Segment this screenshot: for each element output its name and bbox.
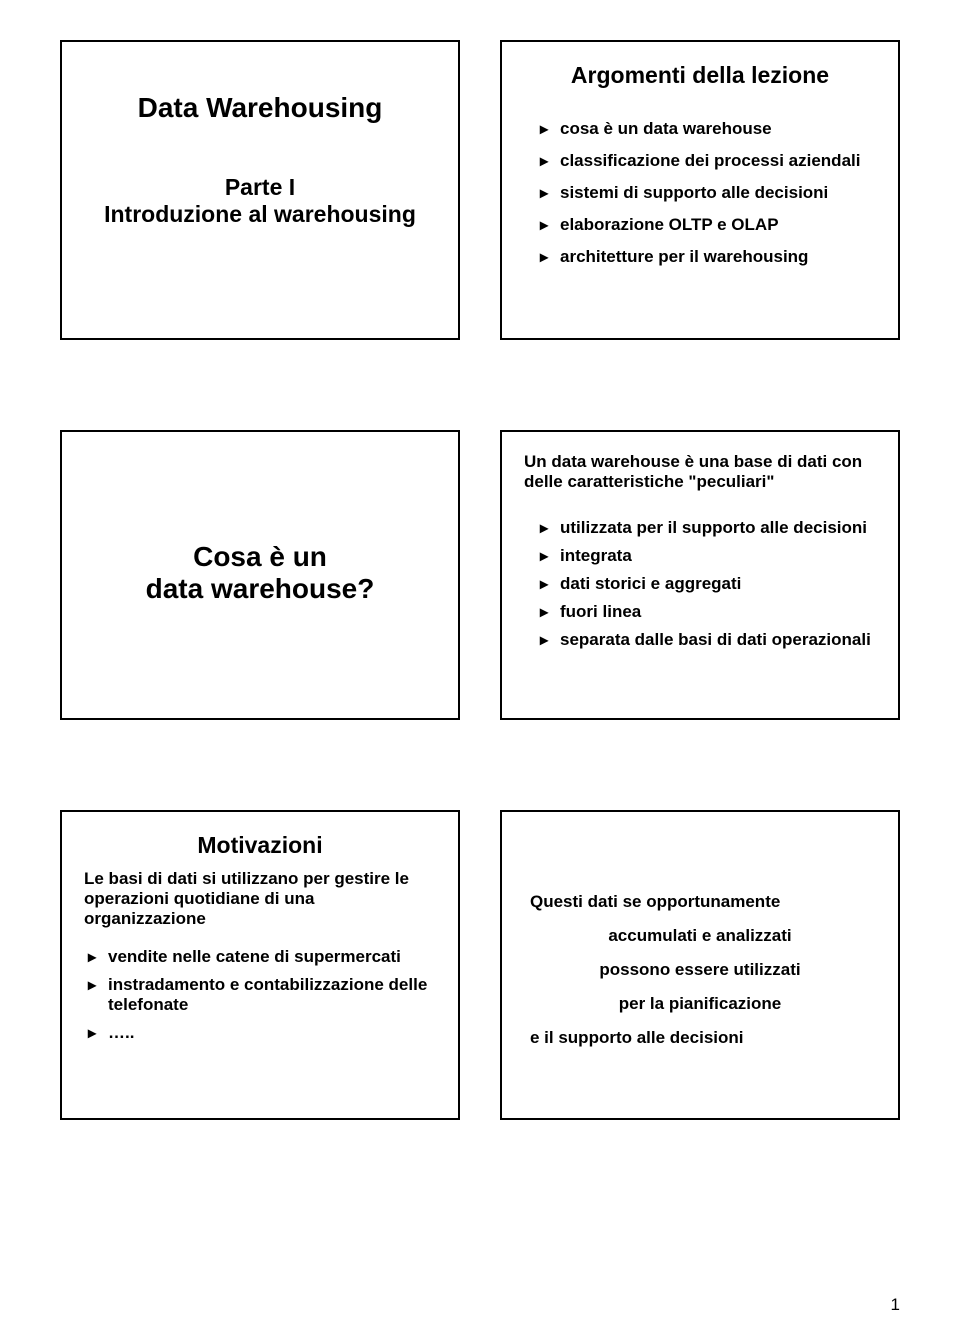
- slide3-line2: data warehouse?: [84, 573, 436, 605]
- slide-6: Questi dati se opportunamente accumulati…: [500, 810, 900, 1120]
- list-item: architetture per il warehousing: [540, 247, 876, 267]
- slide4-list: utilizzata per il supporto alle decision…: [536, 510, 876, 650]
- slide1-title: Data Warehousing: [84, 92, 436, 124]
- slide6-l2: accumulati e analizzati: [524, 926, 876, 946]
- list-item: cosa è un data warehouse: [540, 119, 876, 139]
- slide-4: Un data warehouse è una base di dati con…: [500, 430, 900, 720]
- slide5-list: vendite nelle catene di supermercati ins…: [84, 939, 436, 1043]
- slide6-l5: e il supporto alle decisioni: [530, 1028, 876, 1048]
- slide1-sub1: Parte I: [84, 174, 436, 201]
- list-item: instradamento e contabilizzazione delle …: [88, 975, 436, 1015]
- slide-2: Argomenti della lezione cosa è un data w…: [500, 40, 900, 340]
- list-item: dati storici e aggregati: [540, 574, 876, 594]
- list-item: sistemi di supporto alle decisioni: [540, 183, 876, 203]
- slide6-l3: possono essere utilizzati: [524, 960, 876, 980]
- slide-5: Motivazioni Le basi di dati si utilizzan…: [60, 810, 460, 1120]
- slide2-list: cosa è un data warehouse classificazione…: [536, 107, 876, 267]
- slide5-title: Motivazioni: [84, 832, 436, 859]
- list-item: elaborazione OLTP e OLAP: [540, 215, 876, 235]
- list-item: integrata: [540, 546, 876, 566]
- slide6-l1: Questi dati se opportunamente: [530, 892, 876, 912]
- list-item: separata dalle basi di dati operazionali: [540, 630, 876, 650]
- slide-1: Data Warehousing Parte I Introduzione al…: [60, 40, 460, 340]
- slide4-intro: Un data warehouse è una base di dati con…: [524, 452, 876, 492]
- slide3-line1: Cosa è un: [84, 541, 436, 573]
- row-1: Data Warehousing Parte I Introduzione al…: [60, 40, 900, 340]
- slide5-lead: Le basi di dati si utilizzano per gestir…: [84, 869, 436, 929]
- slide1-sub2: Introduzione al warehousing: [84, 201, 436, 228]
- list-item: …..: [88, 1023, 436, 1043]
- list-item: utilizzata per il supporto alle decision…: [540, 518, 876, 538]
- list-item: classificazione dei processi aziendali: [540, 151, 876, 171]
- list-item: fuori linea: [540, 602, 876, 622]
- slide6-block: Questi dati se opportunamente accumulati…: [524, 878, 876, 1048]
- list-item: vendite nelle catene di supermercati: [88, 947, 436, 967]
- page-number: 1: [891, 1295, 900, 1315]
- slide-handout-page: Data Warehousing Parte I Introduzione al…: [0, 0, 960, 1335]
- row-3: Motivazioni Le basi di dati si utilizzan…: [60, 810, 900, 1120]
- row-2: Cosa è un data warehouse? Un data wareho…: [60, 430, 900, 720]
- slide2-title: Argomenti della lezione: [524, 62, 876, 89]
- slide6-l4: per la pianificazione: [524, 994, 876, 1014]
- slide-3: Cosa è un data warehouse?: [60, 430, 460, 720]
